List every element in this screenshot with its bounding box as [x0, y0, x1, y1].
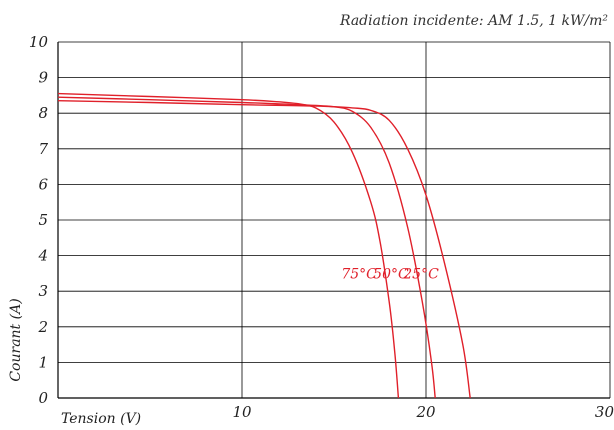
x-tick-label: 10 [232, 403, 252, 421]
series-curve-0 [57, 92, 400, 399]
chart-subtitle: Radiation incidente: AM 1.5, 1 kW/m² [339, 13, 608, 29]
y-tick-label: 3 [38, 282, 48, 300]
y-tick-label: 5 [38, 211, 48, 229]
x-tick-label: 30 [595, 403, 614, 421]
series-label: 25°C [402, 266, 439, 282]
series-label: 75°C [341, 266, 377, 282]
y-tick-label: 2 [37, 318, 48, 336]
y-axis-title: Courant (A) [8, 298, 24, 381]
x-tick-label: 20 [415, 403, 436, 421]
y-tick-label: 0 [38, 389, 48, 407]
series-curves [57, 92, 471, 399]
y-tick-label: 4 [37, 247, 48, 265]
y-tick-labels: 0 1 2 3 4 5 6 7 8 9 10 [29, 33, 49, 407]
y-tick-label: 1 [38, 353, 48, 371]
y-tick-label: 7 [38, 140, 48, 158]
series-curve-2 [57, 100, 471, 399]
series-curve-1 [57, 96, 436, 399]
y-tick-label: 6 [38, 175, 48, 193]
y-tick-label: 8 [38, 104, 48, 122]
x-tick-labels: 10 20 30 [232, 403, 614, 421]
series-label: 50°C [373, 266, 409, 282]
series-labels: 75°C50°C25°C [341, 266, 439, 282]
x-axis-title: Tension (V) [61, 411, 141, 427]
grid-lines [57, 41, 611, 399]
y-tick-label: 10 [29, 33, 49, 51]
y-tick-label: 9 [38, 69, 48, 87]
